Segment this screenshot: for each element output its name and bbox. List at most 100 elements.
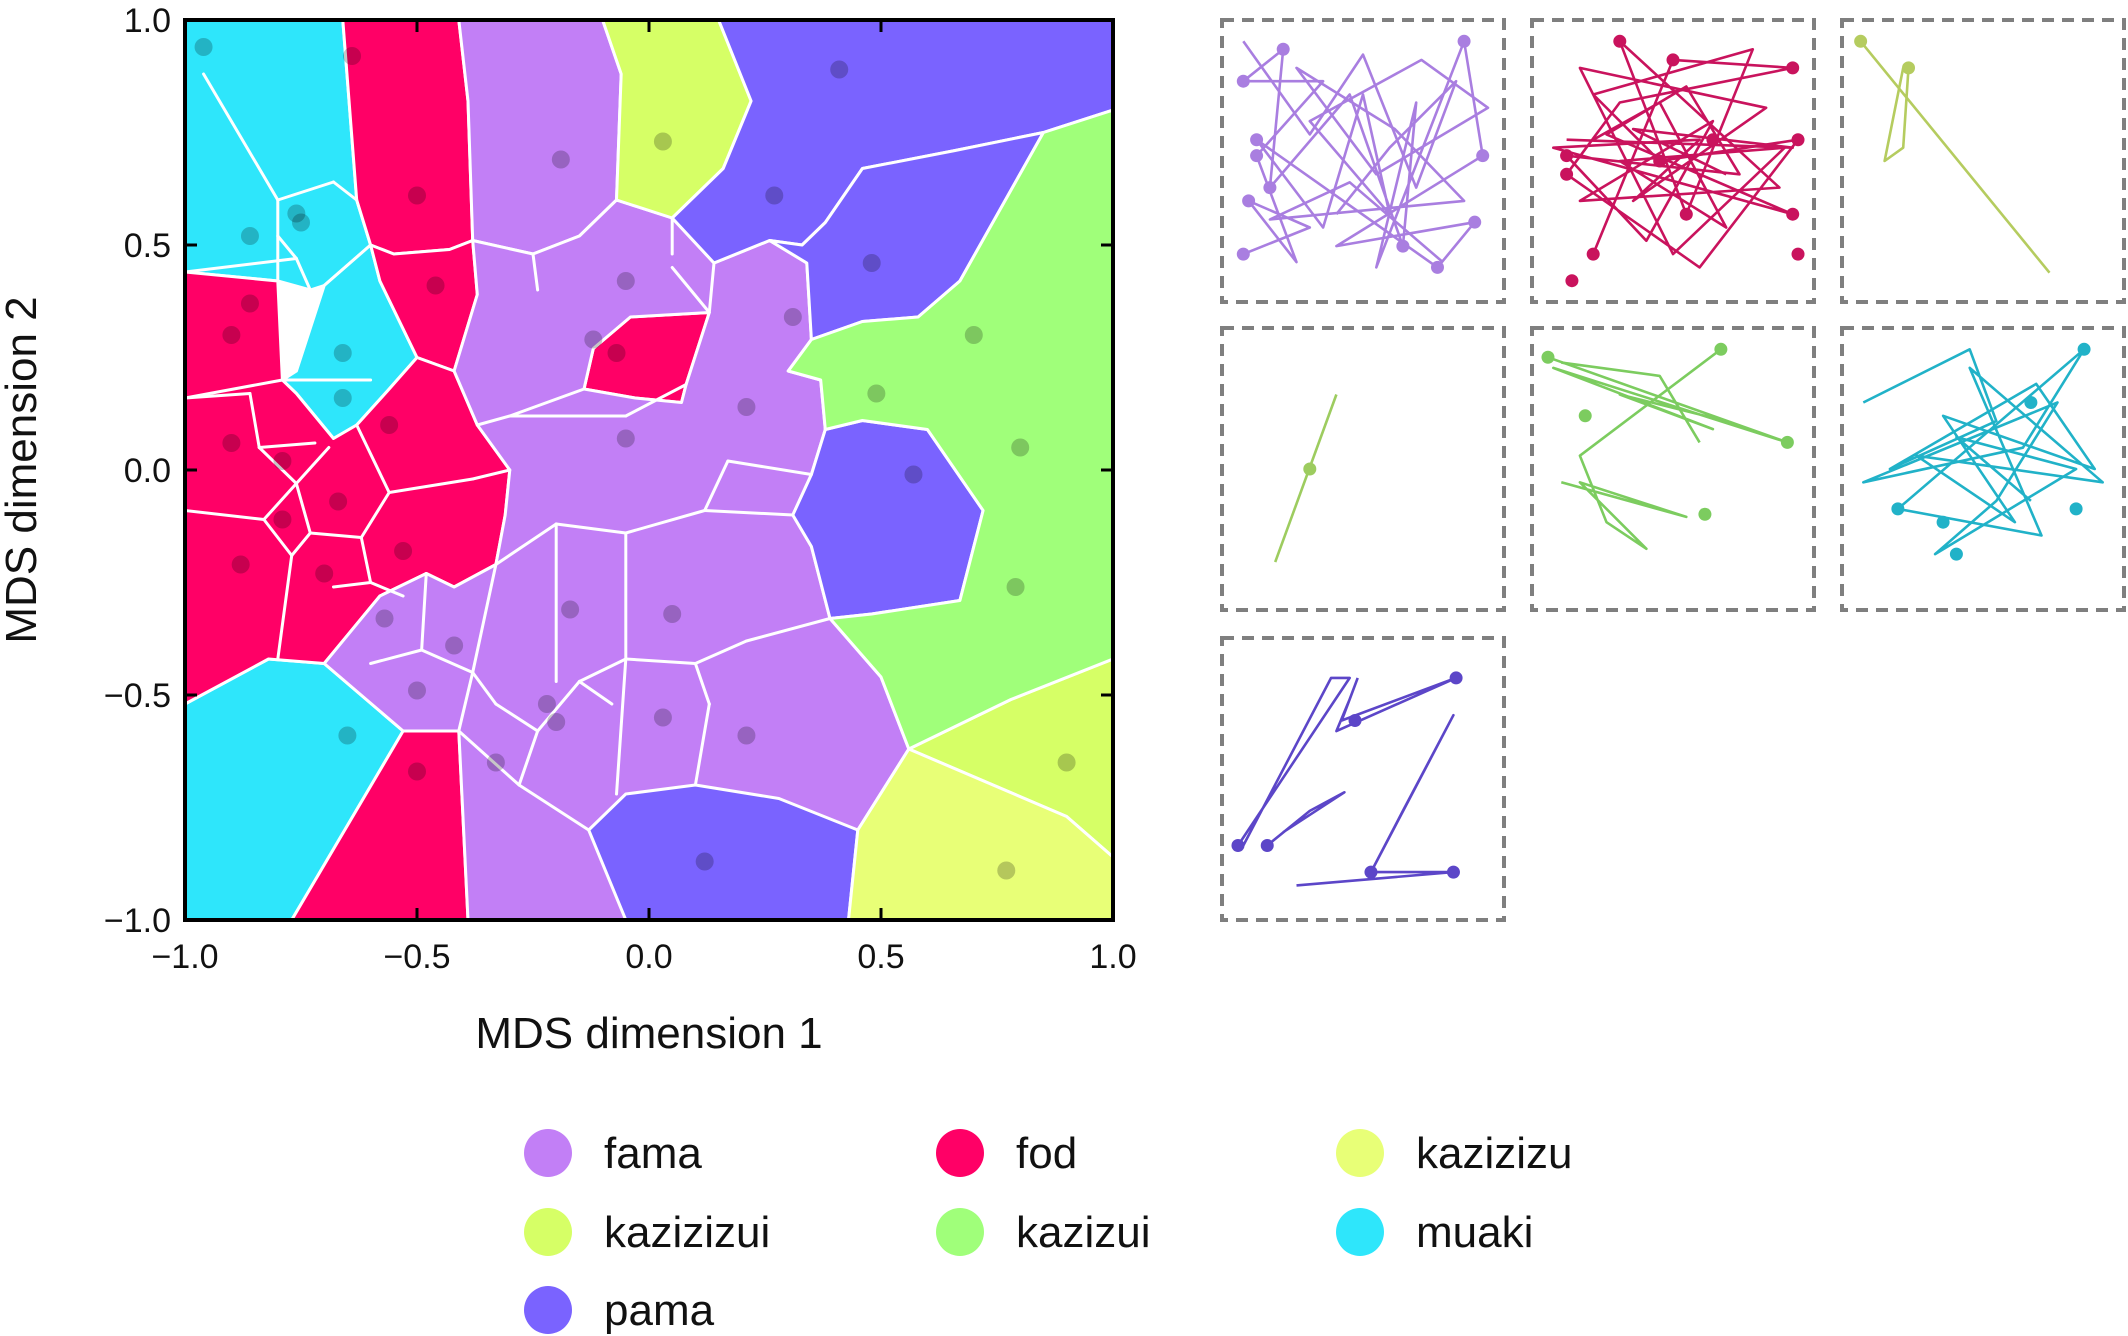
- data-point-kazizui: [964, 326, 983, 344]
- data-point-fama: [375, 609, 394, 628]
- data-point-fod: [315, 564, 334, 583]
- trajectory-line: [1883, 67, 1910, 163]
- data-point-fama: [737, 726, 756, 745]
- voronoi-edge: [670, 266, 711, 314]
- voronoi-edge: [276, 554, 294, 661]
- voronoi-edge: [475, 414, 512, 427]
- data-point-fod: [273, 510, 292, 529]
- data-point-fod: [231, 555, 250, 574]
- trajectory-dot: [1780, 435, 1794, 449]
- legend-swatch: [524, 1286, 572, 1334]
- data-point-muaki: [292, 213, 310, 232]
- voronoi-edge: [703, 459, 730, 512]
- data-point-fama: [547, 713, 566, 731]
- data-point-fama: [616, 429, 635, 448]
- data-point-fod: [607, 344, 626, 362]
- trajectory-dot: [1260, 839, 1274, 852]
- y-tick-label: −1.0: [104, 902, 171, 940]
- voronoi-regions: [185, 20, 1113, 920]
- trajectory-line: [1242, 39, 1490, 269]
- data-point-fod: [343, 47, 362, 65]
- data-point-fama: [663, 605, 682, 623]
- trajectory-dot: [2024, 396, 2038, 409]
- data-point-fod: [426, 276, 445, 295]
- voronoi-edge: [624, 383, 688, 418]
- data-point-fod: [408, 186, 426, 205]
- data-point-fod: [408, 762, 426, 781]
- trajectory-dot: [1348, 713, 1362, 727]
- voronoi-region-kazizui: [786, 108, 1113, 751]
- trajectory-line: [1547, 356, 1789, 444]
- data-point-fod: [273, 452, 292, 470]
- voronoi-edge: [276, 180, 335, 202]
- legend-swatch: [936, 1208, 984, 1256]
- voronoi-edge: [471, 563, 498, 674]
- trajectory-dot: [1468, 215, 1482, 229]
- trajectory-dot: [1786, 207, 1800, 221]
- trajectory-line: [1296, 713, 1455, 887]
- data-point-fama: [537, 695, 556, 713]
- legend-swatch: [1336, 1129, 1384, 1177]
- legend-item-muaki: muaki: [1336, 1208, 1533, 1257]
- voronoi-edge: [726, 459, 813, 476]
- trajectory-panel-kazizizui: [1840, 18, 2126, 304]
- data-point-kazizui: [737, 398, 756, 416]
- y-axis-title: MDS dimension 2: [0, 296, 46, 643]
- trajectory-dot: [1791, 247, 1805, 261]
- voronoi-edge: [262, 482, 298, 521]
- trajectory-dot: [1586, 247, 1600, 261]
- data-point-muaki: [333, 389, 352, 407]
- data-point-fama: [616, 272, 635, 290]
- voronoi-edge: [744, 617, 832, 643]
- data-point-muaki: [240, 294, 259, 313]
- trajectory-line: [1862, 347, 2104, 556]
- voronoi-edge: [471, 671, 498, 706]
- voronoi-map: −1.0 −0.5 0.0 0.5 1.0 1.0 0.5 0.0 −0.5 −1.0 MDS d…: [0, 2, 1137, 1058]
- trajectory-panel-kazizui-single: [1220, 326, 1506, 612]
- voronoi-edge: [615, 657, 628, 796]
- voronoi-edge: [308, 531, 363, 539]
- legend-label: kazizizu: [1416, 1129, 1573, 1178]
- trajectory-dot: [1698, 507, 1712, 521]
- trajectory-panel-fod: [1530, 18, 1816, 304]
- voronoi-edge: [290, 531, 312, 557]
- panel-frame: [1220, 18, 1506, 304]
- data-point-fama: [584, 330, 603, 349]
- data-point-muaki: [240, 227, 259, 245]
- trajectory-panel-muaki: [1840, 326, 2126, 612]
- voronoi-edge: [494, 702, 540, 733]
- voronoi-edge: [457, 729, 521, 787]
- trajectory-dot: [1560, 167, 1574, 181]
- data-point-pama: [862, 254, 881, 272]
- voronoi-edge: [624, 509, 707, 535]
- trajectory-dot: [1396, 239, 1410, 253]
- legend-item-fod: fod: [936, 1129, 1077, 1178]
- trajectory-line: [1561, 361, 1701, 444]
- trajectory-line: [1242, 40, 1458, 216]
- data-point-kazizizui: [1057, 753, 1076, 772]
- trajectory-dot: [2077, 342, 2091, 356]
- data-point-pama: [783, 308, 802, 326]
- voronoi-edge: [517, 729, 540, 787]
- panel-frame: [1840, 18, 2126, 304]
- panel-frame: [1220, 326, 1506, 612]
- legend-swatch: [524, 1208, 572, 1256]
- voronoi-edge: [693, 639, 748, 665]
- voronoi-edge: [517, 783, 591, 832]
- voronoi-edge: [185, 257, 298, 274]
- legend-item-pama: pama: [524, 1286, 715, 1335]
- legend-item-fama: fama: [524, 1129, 702, 1178]
- voronoi-region-fod: [341, 20, 475, 256]
- x-tick-label: 0.0: [625, 938, 672, 976]
- data-point-fama: [551, 150, 570, 169]
- trajectory-dot: [1364, 865, 1378, 879]
- trajectory-dot: [1653, 154, 1667, 168]
- trajectory-dot: [1449, 671, 1463, 685]
- data-point-kazizui: [1006, 578, 1025, 596]
- data-point-fama: [445, 636, 464, 655]
- trajectory-dot: [1430, 260, 1444, 274]
- voronoi-edge: [294, 482, 312, 535]
- voronoi-edge: [536, 680, 581, 733]
- voronoi-edge: [577, 657, 628, 683]
- panel-frame: [1530, 326, 1816, 612]
